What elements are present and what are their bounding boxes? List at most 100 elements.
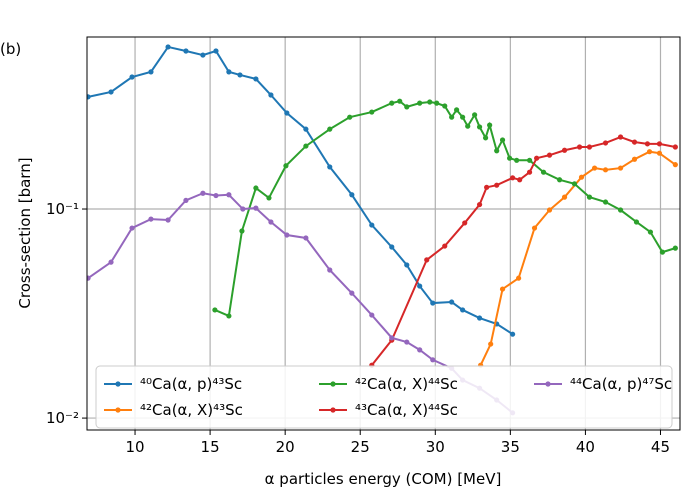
data-point (389, 335, 395, 341)
y-tick-label: 10⁻¹ (46, 200, 79, 218)
data-point (465, 123, 471, 129)
data-point (213, 48, 219, 54)
data-point (87, 94, 91, 100)
legend-marker (545, 381, 551, 387)
data-point (578, 174, 585, 180)
data-point (349, 290, 355, 296)
data-point (284, 110, 290, 116)
x-tick-label: 20 (276, 438, 295, 456)
data-point (602, 199, 609, 205)
data-point (576, 144, 583, 150)
data-point (460, 114, 466, 120)
data-point (460, 307, 466, 313)
data-point (602, 140, 609, 146)
series-line (87, 45, 514, 336)
data-point (417, 347, 423, 353)
data-point (253, 185, 259, 191)
data-point (656, 150, 663, 156)
data-point (644, 141, 651, 147)
data-point (417, 283, 423, 289)
data-point (646, 149, 653, 155)
data-point (482, 135, 489, 141)
data-point (617, 134, 624, 140)
data-point (430, 357, 436, 363)
data-point (165, 217, 171, 223)
data-point (404, 262, 410, 268)
x-tick-label: 30 (426, 438, 445, 456)
data-point (510, 175, 516, 181)
data-point (226, 192, 232, 198)
data-point (183, 197, 189, 203)
data-point (526, 169, 533, 175)
data-point (226, 313, 232, 319)
data-point (499, 137, 506, 143)
data-point (556, 177, 563, 183)
data-point (531, 225, 538, 231)
data-point (226, 69, 232, 75)
data-point (303, 143, 309, 149)
x-tick-label: 35 (501, 438, 520, 456)
data-point (516, 275, 522, 281)
data-point (633, 219, 640, 225)
data-point (494, 182, 500, 188)
legend-box (95, 365, 673, 429)
data-point (327, 164, 333, 170)
data-point (510, 331, 516, 337)
data-point (476, 315, 483, 321)
data-point (647, 229, 654, 235)
data-point (183, 48, 189, 54)
legend-marker (115, 407, 121, 413)
data-point (462, 220, 468, 226)
data-point (424, 257, 430, 263)
data-point (561, 147, 568, 153)
annotation: (b) (0, 40, 21, 58)
data-point (617, 207, 624, 213)
data-point (449, 114, 455, 120)
data-point (397, 98, 403, 104)
plot-frame (86, 36, 681, 431)
data-point (488, 341, 494, 347)
data-point (487, 122, 493, 128)
data-point (672, 144, 678, 150)
data-point (284, 232, 290, 238)
data-point (369, 222, 375, 228)
y-tick-label: 10⁻² (46, 409, 79, 427)
x-tick-label: 25 (351, 438, 370, 456)
data-point (617, 165, 624, 171)
data-point (449, 299, 455, 305)
data-point (672, 162, 678, 168)
data-point (591, 165, 598, 171)
data-point (540, 169, 547, 175)
data-point (507, 155, 513, 161)
data-point (442, 243, 448, 249)
y-axis-label: Cross-section [barn] (16, 157, 34, 308)
data-point (369, 312, 375, 318)
data-point (546, 207, 553, 213)
data-point (476, 124, 483, 130)
legend-label: ⁴⁰Ca(α, p)⁴³Sc (140, 375, 242, 393)
data-point (546, 152, 553, 158)
data-point (526, 157, 533, 163)
data-point (561, 194, 568, 200)
data-point (303, 235, 309, 241)
data-point (283, 163, 289, 169)
data-point (129, 74, 135, 80)
x-tick-label: 45 (651, 438, 670, 456)
data-point (108, 89, 114, 95)
data-point (631, 156, 638, 162)
data-point (389, 100, 395, 106)
data-point (586, 144, 593, 150)
data-point (87, 275, 91, 281)
data-point (213, 192, 219, 199)
data-point (434, 100, 440, 106)
legend-marker (330, 407, 336, 413)
data-point (631, 139, 638, 145)
data-point (404, 339, 410, 345)
data-point (200, 190, 206, 196)
data-point (404, 104, 410, 110)
data-point (327, 267, 333, 273)
data-point (303, 126, 309, 132)
legend-label: ⁴²Ca(α, X)⁴⁴Sc (355, 375, 458, 393)
data-point (268, 219, 274, 225)
data-point (427, 99, 433, 105)
